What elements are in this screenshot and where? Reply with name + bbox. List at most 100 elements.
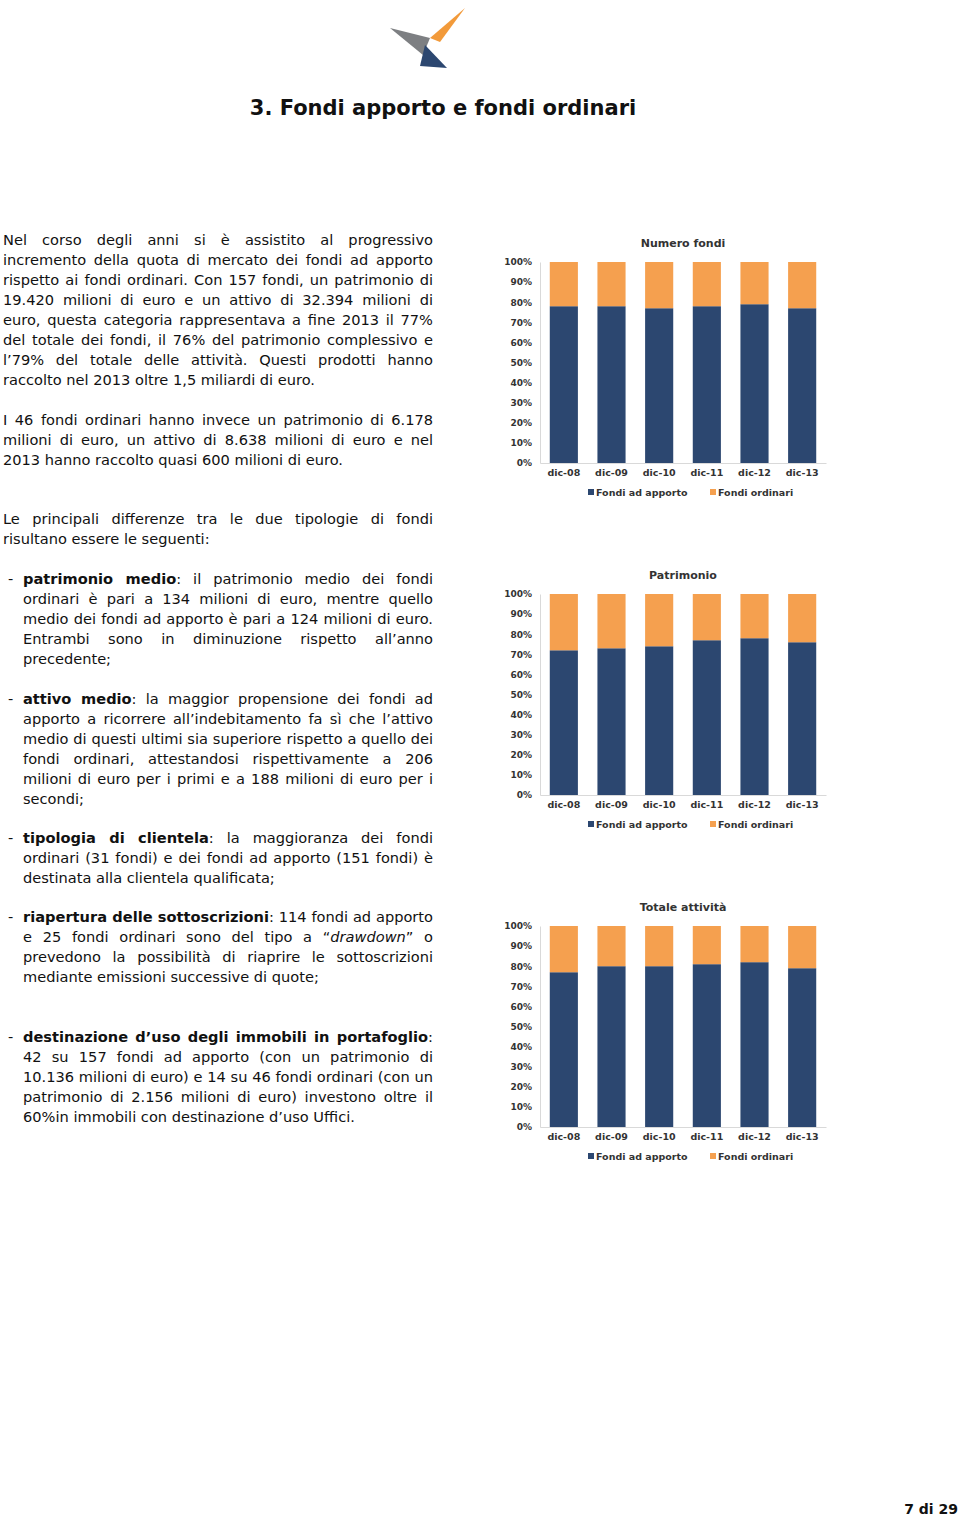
list-item: -attivo medio: la maggior propensione de… (8, 689, 433, 809)
y-tick: 60% (510, 1002, 540, 1012)
y-tick-label: 100% (504, 257, 532, 267)
list-term: tipologia di clientela (23, 829, 209, 846)
x-tick-label: dic-11 (690, 1131, 723, 1142)
y-tick: 80% (510, 962, 540, 972)
list-marker: - (8, 828, 13, 848)
y-tick-label: 90% (510, 277, 532, 287)
list-marker: - (8, 907, 13, 927)
y-tick-label: 20% (510, 1082, 532, 1092)
y-tick: 80% (510, 630, 540, 640)
bar (645, 926, 673, 966)
y-tick-label: 80% (510, 630, 532, 640)
y-axis-line (540, 927, 541, 1128)
list-marker: - (8, 689, 13, 709)
y-tick-label: 60% (510, 670, 532, 680)
legend-label: Fondi ad apporto (596, 1151, 688, 1162)
bar (788, 968, 816, 1127)
y-tick: 20% (510, 418, 540, 428)
x-tick: dic-10 (643, 795, 676, 810)
legend: Fondi ad apportoFondi ordinari (588, 487, 793, 498)
y-tick: 0% (517, 458, 540, 468)
bars (550, 594, 816, 795)
y-tick: 10% (510, 438, 540, 448)
x-tick-label: dic-12 (738, 799, 771, 810)
chart: Patrimonio0%10%20%30%40%50%60%70%80%90%1… (504, 569, 826, 830)
y-tick: 100% (504, 589, 540, 599)
list-item-body: destinazione d’uso degli immobili in por… (23, 1027, 433, 1127)
y-tick-label: 10% (510, 770, 532, 780)
y-tick: 50% (510, 690, 540, 700)
y-tick-label: 100% (504, 589, 532, 599)
bar (597, 966, 625, 1127)
y-tick-label: 70% (510, 982, 532, 992)
bar (645, 646, 673, 795)
x-tick: dic-11 (690, 795, 723, 810)
x-axis: dic-08dic-09dic-10dic-11dic-12dic-13 (541, 795, 827, 810)
list-item: -tipologia di clientela: la maggioranza … (8, 828, 433, 888)
y-tick-label: 80% (510, 962, 532, 972)
y-tick-label: 90% (510, 941, 532, 951)
y-tick: 60% (510, 670, 540, 680)
x-tick-label: dic-08 (547, 467, 580, 478)
x-tick: dic-13 (786, 463, 819, 478)
y-tick-label: 30% (510, 1062, 532, 1072)
x-tick-label: dic-08 (547, 1131, 580, 1142)
bar (645, 966, 673, 1127)
page-number: 7 di 29 (904, 1501, 958, 1517)
bars (550, 926, 816, 1127)
logo (385, 0, 485, 80)
legend-swatch (710, 821, 716, 827)
logo-shape (430, 8, 465, 42)
list-item: -destinazione d’uso degli immobili in po… (8, 1027, 433, 1127)
bar (740, 262, 768, 304)
y-tick: 20% (510, 1082, 540, 1092)
list-term: patrimonio medio (23, 570, 176, 587)
y-tick: 0% (517, 790, 540, 800)
y-tick: 80% (510, 298, 540, 308)
logo-shape (420, 45, 447, 68)
y-axis: 0%10%20%30%40%50%60%70%80%90%100% (504, 257, 540, 468)
list-item: -patrimonio medio: il patrimonio medio d… (8, 569, 433, 669)
x-tick: dic-11 (690, 463, 723, 478)
y-tick-label: 90% (510, 609, 532, 619)
list-term: attivo medio (23, 690, 132, 707)
bar (693, 262, 721, 306)
x-tick: dic-08 (547, 795, 580, 810)
bar (693, 964, 721, 1127)
x-tick-label: dic-13 (786, 467, 819, 478)
charts: Numero fondi0%10%20%30%40%50%60%70%80%90… (0, 0, 960, 1519)
bars (550, 262, 816, 463)
list-term: destinazione d’uso degli immobili in por… (23, 1028, 428, 1045)
x-axis-line (541, 795, 827, 796)
list-item-body: patrimonio medio: il patrimonio medio de… (23, 569, 433, 669)
x-axis-line (541, 1127, 827, 1128)
bar (597, 306, 625, 463)
bar (788, 926, 816, 968)
y-tick: 30% (510, 1062, 540, 1072)
bar (740, 594, 768, 638)
x-tick-label: dic-10 (643, 1131, 676, 1142)
bar (645, 308, 673, 463)
y-tick: 10% (510, 770, 540, 780)
y-tick: 100% (504, 921, 540, 931)
y-tick: 90% (510, 277, 540, 287)
y-tick: 30% (510, 398, 540, 408)
bar (597, 594, 625, 648)
list-item-body: riapertura delle sottoscrizioni: 114 fon… (23, 907, 433, 987)
x-tick-label: dic-08 (547, 799, 580, 810)
x-tick: dic-10 (643, 1127, 676, 1142)
x-tick: dic-12 (738, 1127, 771, 1142)
y-tick: 50% (510, 1022, 540, 1032)
x-tick-label: dic-12 (738, 1131, 771, 1142)
y-tick: 70% (510, 318, 540, 328)
bar (597, 926, 625, 966)
x-tick: dic-13 (786, 1127, 819, 1142)
y-tick-label: 50% (510, 690, 532, 700)
y-tick-label: 10% (510, 1102, 532, 1112)
x-tick: dic-12 (738, 795, 771, 810)
x-axis: dic-08dic-09dic-10dic-11dic-12dic-13 (541, 463, 827, 478)
y-tick-label: 70% (510, 318, 532, 328)
paragraph: I 46 fondi ordinari hanno invece un patr… (3, 410, 433, 470)
x-tick: dic-12 (738, 463, 771, 478)
legend-swatch (588, 821, 594, 827)
